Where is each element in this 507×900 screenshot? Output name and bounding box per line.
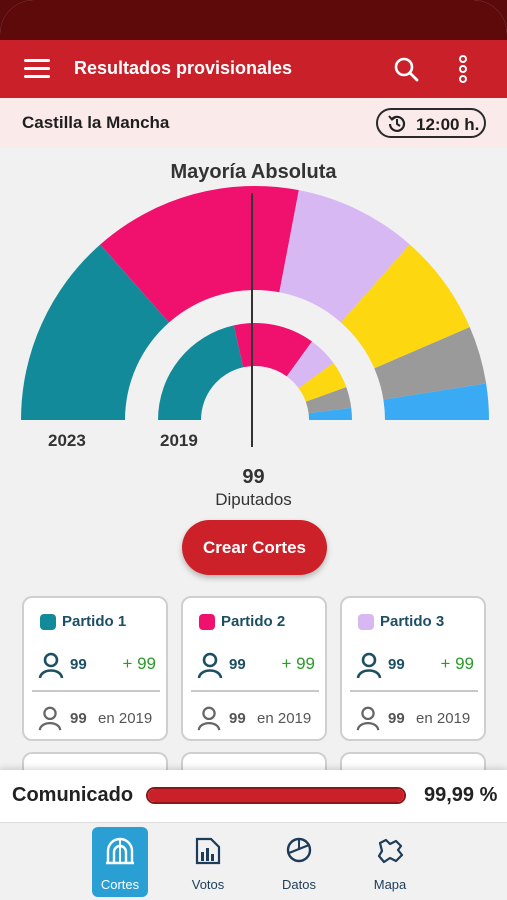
ring-2019-slice-6: [308, 407, 352, 420]
party-seats: 99: [229, 656, 246, 673]
card-divider: [191, 690, 319, 692]
ring-2019-slice-5: [305, 387, 352, 414]
party-diff: + 99: [440, 654, 474, 673]
app-title: Resultados provisionales: [74, 58, 293, 78]
user-icon: [197, 652, 223, 679]
majority-unit: Diputados: [215, 490, 292, 509]
party-color-swatch: [358, 614, 374, 630]
party-prev-label: en 2019: [257, 710, 312, 727]
nav-label: Votos: [191, 877, 225, 892]
user-icon: [356, 652, 382, 679]
menu-icon[interactable]: [24, 57, 50, 81]
ring-2023: [21, 186, 489, 420]
pie-chart-icon: [286, 837, 312, 863]
progress-fill: [148, 789, 404, 802]
party-diff: + 99: [281, 654, 315, 673]
parliament-icon: [106, 837, 134, 865]
ring-2023-slice-2: [100, 186, 299, 323]
nav-mapa[interactable]: Mapa: [362, 827, 418, 897]
hemicycle-chart: [21, 186, 489, 447]
bar-chart-icon: [195, 837, 221, 865]
ring-2023-slice-3: [279, 190, 410, 323]
card-divider: [32, 690, 160, 692]
ring-2019: [158, 323, 352, 420]
ring-2019-slice-2: [233, 323, 313, 377]
user-icon: [356, 706, 380, 731]
region-name: Castilla la Mancha: [22, 113, 170, 132]
nav-label: Mapa: [373, 877, 407, 892]
ring-label-2019: 2019: [160, 431, 198, 450]
user-icon: [197, 706, 221, 731]
ring-2023-slice-4: [340, 244, 470, 369]
clock-history-icon: [388, 115, 406, 132]
chart-title: Mayoría Absoluta: [170, 161, 337, 183]
user-icon: [38, 706, 62, 731]
party-color-swatch: [199, 614, 215, 630]
ring-2023-slice-5: [374, 327, 487, 400]
party-name: Partido 3: [380, 613, 445, 630]
ring-2019-slice-1: [158, 325, 244, 420]
bottom-nav: Cortes Votos Datos Mapa: [0, 822, 507, 900]
search-icon[interactable]: [392, 55, 420, 83]
status-bar: [0, 0, 507, 40]
party-name: Partido 1: [62, 613, 127, 630]
party-card[interactable]: Partido 1 99 + 99 99 en 2019: [22, 596, 168, 741]
progress-label: Comunicado: [12, 784, 134, 806]
ring-2023-slice-6: [383, 383, 489, 420]
party-color-swatch: [40, 614, 56, 630]
party-seats: 99: [70, 656, 87, 673]
nav-cortes[interactable]: Cortes: [92, 827, 148, 897]
ring-label-2023: 2023: [48, 431, 86, 450]
party-prev-label: en 2019: [98, 710, 153, 727]
party-prev-seats: 99: [388, 710, 405, 727]
party-prev-seats: 99: [229, 710, 246, 727]
party-prev-label: en 2019: [416, 710, 471, 727]
party-card[interactable]: Partido 3 99 + 99 99 en 2019: [340, 596, 486, 741]
party-prev-seats: 99: [70, 710, 87, 727]
map-icon: [377, 838, 404, 864]
nav-label: Datos: [282, 877, 316, 892]
more-vert-icon[interactable]: [452, 54, 474, 84]
ring-2023-slice-1: [21, 244, 170, 420]
nav-label: Cortes: [100, 877, 140, 892]
user-icon: [38, 652, 64, 679]
time-value: 12:00 h.: [416, 115, 480, 134]
ring-2019-slice-3: [286, 341, 334, 389]
party-name: Partido 2: [221, 613, 286, 630]
nav-votos[interactable]: Votos: [180, 827, 236, 897]
party-diff: + 99: [122, 654, 156, 673]
majority-seats: 99: [242, 466, 265, 488]
time-selector[interactable]: 12:00 h.: [376, 108, 486, 138]
party-card[interactable]: Partido 2 99 + 99 99 en 2019: [181, 596, 327, 741]
create-cortes-button[interactable]: Crear Cortes: [182, 520, 327, 575]
party-seats: 99: [388, 656, 405, 673]
ring-2019-slice-4: [298, 362, 347, 402]
count-progress: Comunicado 99,99 %: [0, 770, 507, 822]
progress-track: [146, 787, 406, 804]
nav-datos[interactable]: Datos: [271, 827, 327, 897]
card-divider: [350, 690, 478, 692]
progress-percent: 99,99 %: [424, 784, 498, 806]
app-bar: Resultados provisionales: [0, 40, 507, 98]
